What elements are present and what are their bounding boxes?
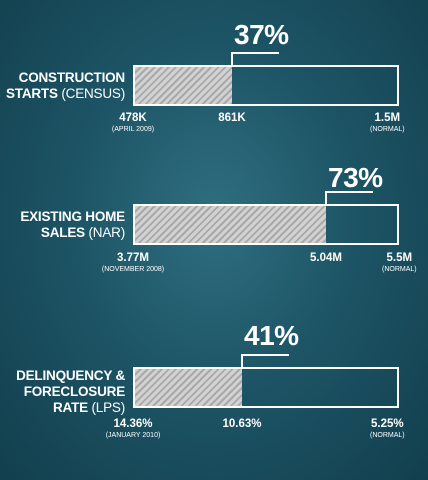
percent-bracket bbox=[231, 52, 279, 67]
normal-value: 5.25% (NORMAL) bbox=[370, 418, 405, 439]
current-value: 5.04M bbox=[310, 252, 342, 264]
chart-label: EXISTING HOME SALES (NAR) bbox=[20, 209, 125, 240]
progress-fill bbox=[135, 67, 232, 104]
chart-label: DELINQUENCY & FORECLOSURE RATE (LPS) bbox=[16, 368, 125, 415]
normal-value: 5.5M (NORMAL) bbox=[382, 252, 417, 273]
start-value: 478K (APRIL 2009) bbox=[111, 112, 155, 133]
progress-bar bbox=[133, 367, 399, 408]
normal-value: 1.5M (NORMAL) bbox=[370, 112, 405, 133]
progress-bar bbox=[133, 204, 399, 245]
percent-label: 37% bbox=[234, 19, 289, 50]
progress-fill bbox=[135, 206, 326, 243]
current-value: 861K bbox=[218, 112, 246, 124]
chart-label: CONSTRUCTION STARTS (CENSUS) bbox=[5, 70, 125, 101]
percent-label: 41% bbox=[244, 320, 299, 351]
start-value: 3.77M (NOVEMBER 2008) bbox=[101, 252, 165, 273]
progress-fill bbox=[135, 369, 242, 406]
current-value: 10.63% bbox=[222, 418, 262, 430]
percent-label: 73% bbox=[328, 162, 383, 193]
percent-bracket bbox=[325, 191, 373, 206]
percent-bracket bbox=[241, 354, 289, 369]
start-value: 14.36% (JANUARY 2010) bbox=[105, 418, 161, 439]
progress-bar bbox=[133, 65, 399, 106]
